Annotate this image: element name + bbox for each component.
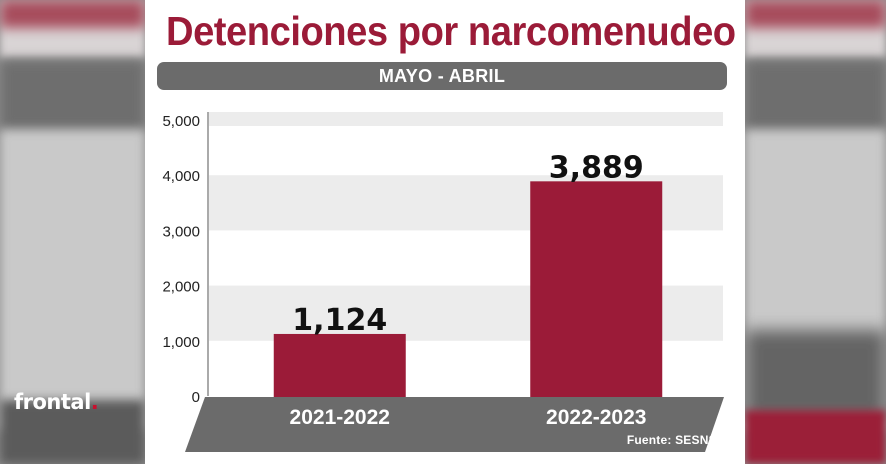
x-axis-base xyxy=(185,397,724,452)
bar-chart: 0 1,000 2,000 3,000 4,000 5,000 1,124 2021-2022… xyxy=(162,112,724,452)
bar-value-label: 3,889 xyxy=(549,150,644,185)
grid-band xyxy=(209,112,723,126)
y-tick-label: 3,000 xyxy=(162,223,200,240)
bar xyxy=(273,333,406,397)
chart-title: Detenciones por narcomenudeo xyxy=(166,8,736,54)
y-tick-label: 4,000 xyxy=(162,168,200,185)
source-note: Fuente: SESNSP xyxy=(626,433,725,447)
frontal-logo: frontal. xyxy=(14,390,99,414)
y-tick-label: 1,000 xyxy=(162,334,200,351)
background-left xyxy=(0,0,145,464)
y-tick-label: 0 xyxy=(192,389,200,406)
bar xyxy=(530,181,663,397)
subtitle-bar: MAYO - ABRIL xyxy=(157,62,727,90)
chart-subtitle: MAYO - ABRIL xyxy=(378,66,506,86)
bar-value-label: 1,124 xyxy=(292,303,387,338)
x-category-label: 2021-2022 xyxy=(290,406,390,429)
y-tick-label: 2,000 xyxy=(162,279,200,296)
background-right xyxy=(745,0,886,464)
y-tick-label: 5,000 xyxy=(162,113,200,130)
x-category-label: 2022-2023 xyxy=(546,406,646,429)
chart-panel: Detenciones por narcomenudeo MAYO - ABRI… xyxy=(145,0,745,464)
